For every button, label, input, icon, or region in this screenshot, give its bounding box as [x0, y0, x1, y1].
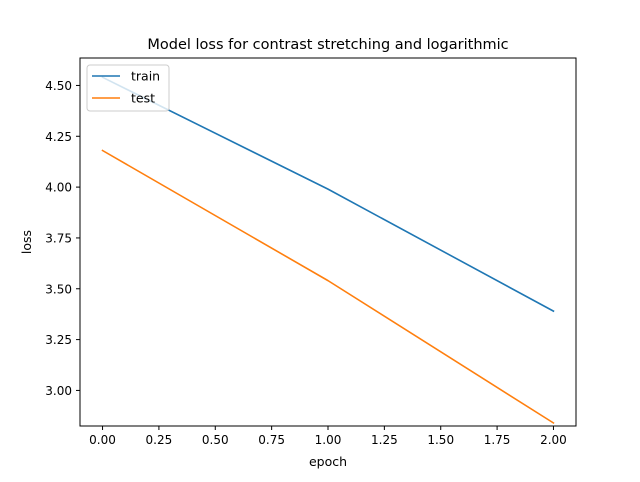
y-tick-label: 4.25 — [45, 130, 72, 144]
y-tick-label: 4.00 — [45, 181, 72, 195]
x-tick-label: 1.25 — [371, 433, 398, 447]
y-tick-label: 3.25 — [45, 333, 72, 347]
y-tick-label: 3.75 — [45, 231, 72, 245]
plot-area — [79, 57, 577, 427]
y-axis-ticks: 3.00 3.25 3.50 3.75 4.00 4.25 4.50 — [45, 79, 80, 398]
legend-entries: train test — [92, 69, 160, 106]
x-tick-label: 0.25 — [146, 433, 173, 447]
y-tick-label: 4.50 — [45, 79, 72, 93]
series-line-test — [101, 149, 555, 425]
x-tick-label: 1.50 — [427, 433, 454, 447]
x-tick-label: 1.75 — [484, 433, 511, 447]
x-tick-label: 1.00 — [315, 433, 342, 447]
x-tick-label: 0.50 — [202, 433, 229, 447]
x-tick-label: 2.00 — [540, 433, 567, 447]
series-line-train — [101, 76, 555, 313]
axes-frame — [79, 57, 577, 427]
x-tick-label: 0.75 — [258, 433, 285, 447]
x-axis-label: epoch — [309, 454, 347, 469]
legend-label-test: test — [131, 91, 155, 106]
chart-title: Model loss for contrast stretching and l… — [147, 37, 508, 53]
series-layer — [101, 76, 555, 425]
y-axis-label: loss — [19, 230, 34, 254]
legend: train test — [86, 64, 170, 112]
y-tick-label: 3.50 — [45, 282, 72, 296]
legend-label-train: train — [131, 69, 160, 84]
y-tick-label: 3.00 — [45, 384, 72, 398]
x-axis-ticks: 0.00 0.25 0.50 0.75 1.00 1.25 1.50 1.75 2.00 — [89, 426, 567, 447]
x-tick-label: 0.00 — [89, 433, 116, 447]
